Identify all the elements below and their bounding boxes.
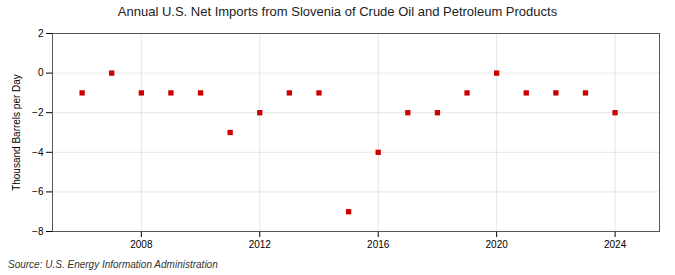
svg-text:2024: 2024: [604, 239, 627, 250]
svg-text:2016: 2016: [367, 239, 390, 250]
svg-text:2: 2: [38, 28, 44, 39]
svg-text:2012: 2012: [249, 239, 272, 250]
svg-text:−8: −8: [32, 226, 44, 237]
svg-text:Thousand Barrels per Day: Thousand Barrels per Day: [11, 74, 22, 191]
svg-text:−6: −6: [32, 186, 44, 197]
svg-text:−2: −2: [32, 107, 44, 118]
svg-text:2008: 2008: [130, 239, 153, 250]
svg-text:2020: 2020: [486, 239, 509, 250]
html-text:Source: U.S. Energy Informatio: Source: U.S. Energy Information Administ…: [8, 259, 218, 270]
svg-text:0: 0: [38, 67, 44, 78]
svg-text:−4: −4: [32, 147, 44, 158]
html-text:Annual U.S. Net Imports from S: Annual U.S. Net Imports from Slovenia of…: [117, 4, 558, 19]
